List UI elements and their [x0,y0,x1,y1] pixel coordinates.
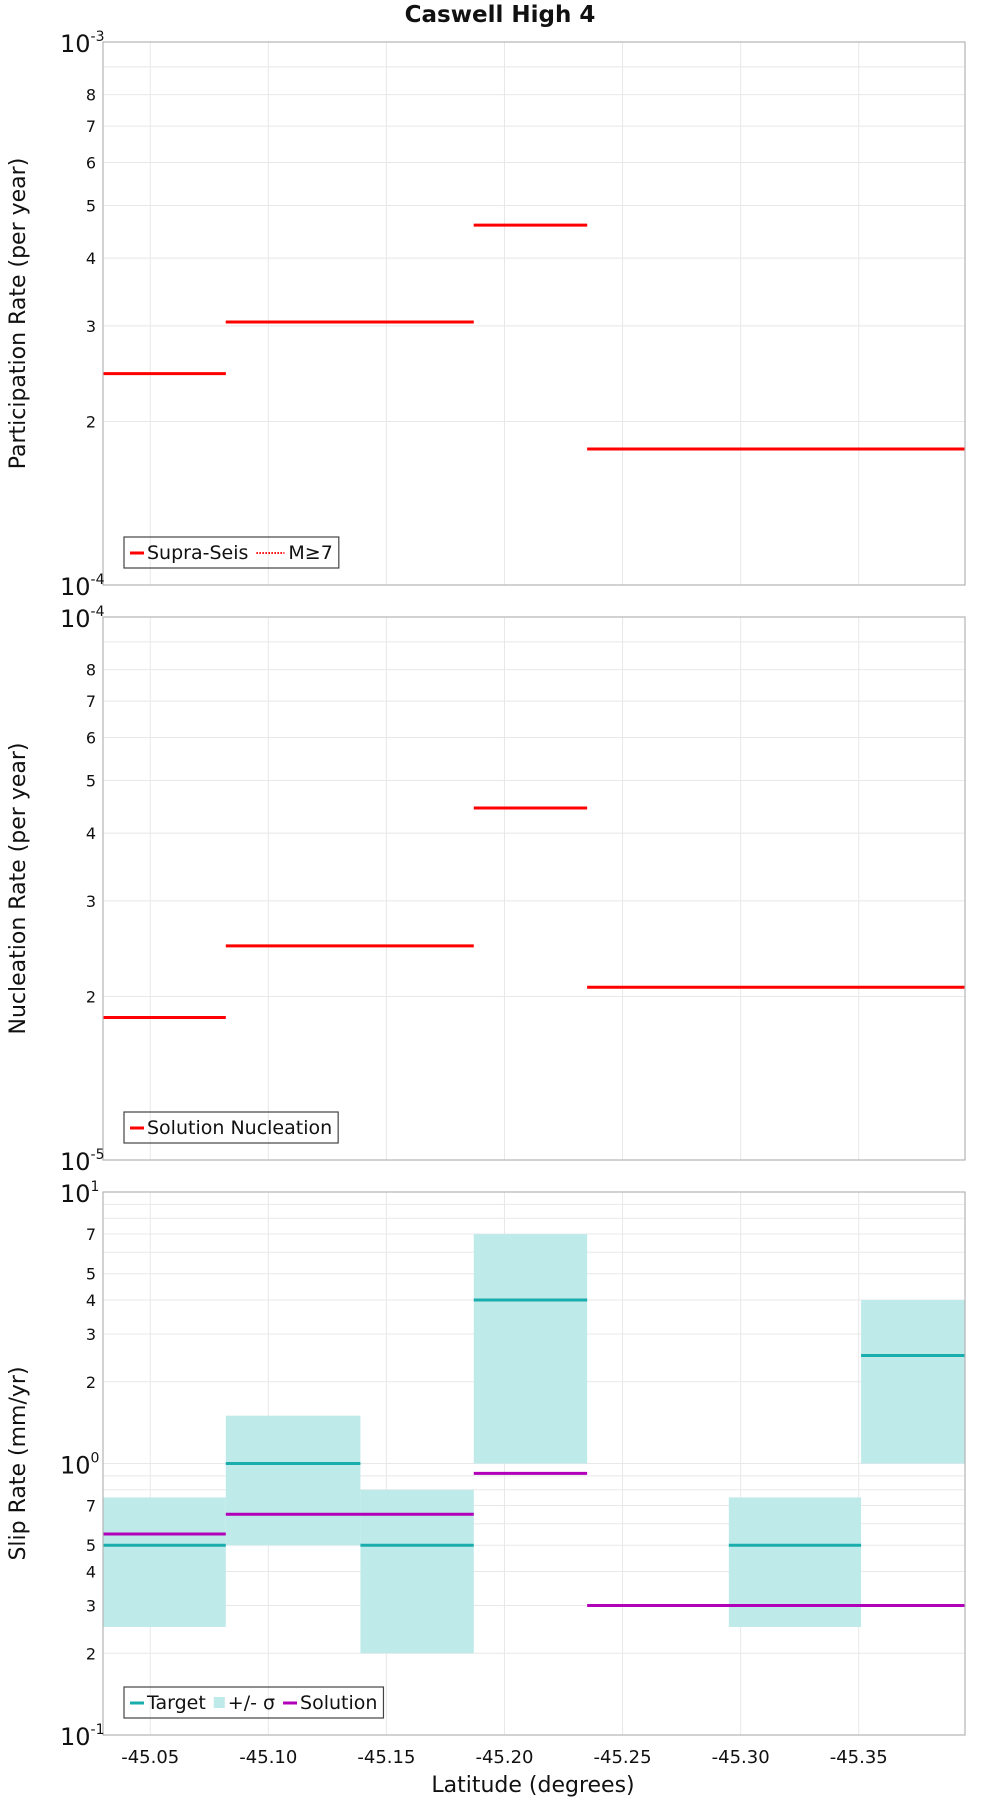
y-axis-label: Participation Rate (per year) [6,158,31,470]
y-decade-label: 10-4 [60,572,105,601]
legend-box [123,1686,385,1719]
y-tick-label: 5 [86,196,96,215]
x-tick-label: -45.05 [121,1747,179,1768]
y-tick-label: 3 [86,1325,96,1344]
y-tick-label: 8 [86,661,96,680]
y-tick-label: 3 [86,317,96,336]
legend: Target +/- σ Solution [123,1686,385,1719]
legend-swatch [213,1697,225,1708]
y-tick-label: 2 [86,1373,96,1392]
y-axis-label: Nucleation Rate (per year) [6,743,31,1035]
legend-label: M≥7 [288,542,332,564]
plot-frame [102,616,966,1161]
sigma-band [473,1234,588,1464]
y-tick-label: 8 [86,86,96,105]
y-tick-label: 4 [86,824,96,843]
x-tick-label: -45.25 [594,1747,652,1768]
y-tick-label: 7 [86,117,96,136]
y-tick-label: 5 [86,1265,96,1284]
legend: Supra-Seis M≥7 [123,536,340,569]
y-decade-label: 100 [60,1451,99,1480]
legend-box [123,1111,339,1144]
legend-label: Solution [300,1692,377,1714]
y-decade-label: 10-5 [60,1147,105,1176]
y-tick-label: 2 [86,413,96,432]
x-axis-label: Latitude (degrees) [431,1773,634,1798]
panel-participation: 2 3 4 5 6 7 8 10-4 10-3 Participation Rate (per y… [6,29,966,601]
y-tick-label: 2 [86,1644,96,1663]
legend-label: Supra-Seis [147,542,248,564]
y-tick-label: 7 [86,692,96,711]
plot-frame [102,1191,966,1736]
panel-slip: 2 3 4 5 7 2 3 4 5 7 10-1 100 101 Slip Rate (mm/yr) -45… [6,1179,966,1768]
plot-area [103,42,965,585]
panel-nucleation: 2 3 4 5 6 7 8 10-5 10-4 Nucleation Rate (per year… [6,604,966,1176]
sigma-band [103,1497,226,1627]
sigma-band [225,1415,361,1546]
legend-box [123,536,340,569]
y-tick-label: 6 [86,728,96,747]
legend-label: Target [146,1692,206,1714]
x-tick-label: -45.10 [239,1747,297,1768]
x-tick-label: -45.30 [712,1747,770,1768]
legend-label: Solution Nucleation [147,1117,332,1139]
sigma-band [728,1497,862,1627]
y-tick-label: 5 [86,771,96,790]
legend: Solution Nucleation [123,1111,339,1144]
y-tick-label: 6 [86,153,96,172]
y-tick-label: 7 [86,1497,96,1516]
y-tick-label: 2 [86,988,96,1007]
y-tick-label: 4 [86,249,96,268]
sigma-band [861,1300,965,1464]
y-decade-label: 10-4 [60,604,105,633]
y-tick-label: 4 [86,1563,96,1582]
y-tick-label: 7 [86,1225,96,1244]
plot-area [103,617,965,1160]
chart-title: Caswell High 4 [405,2,596,28]
x-tick-label: -45.15 [357,1747,415,1768]
y-decade-label: 10-1 [60,1722,105,1751]
y-decade-label: 101 [60,1179,99,1208]
plot-frame [102,41,966,586]
y-axis-label: Slip Rate (mm/yr) [6,1366,31,1560]
legend-label: +/- σ [228,1692,275,1714]
sigma-band [360,1489,474,1654]
y-tick-label: 3 [86,892,96,911]
y-decade-label: 10-3 [60,29,105,58]
x-tick-label: -45.20 [475,1747,533,1768]
y-tick-label: 5 [86,1536,96,1555]
x-tick-label: -45.35 [830,1747,888,1768]
y-tick-label: 3 [86,1596,96,1615]
y-tick-label: 4 [86,1291,96,1310]
